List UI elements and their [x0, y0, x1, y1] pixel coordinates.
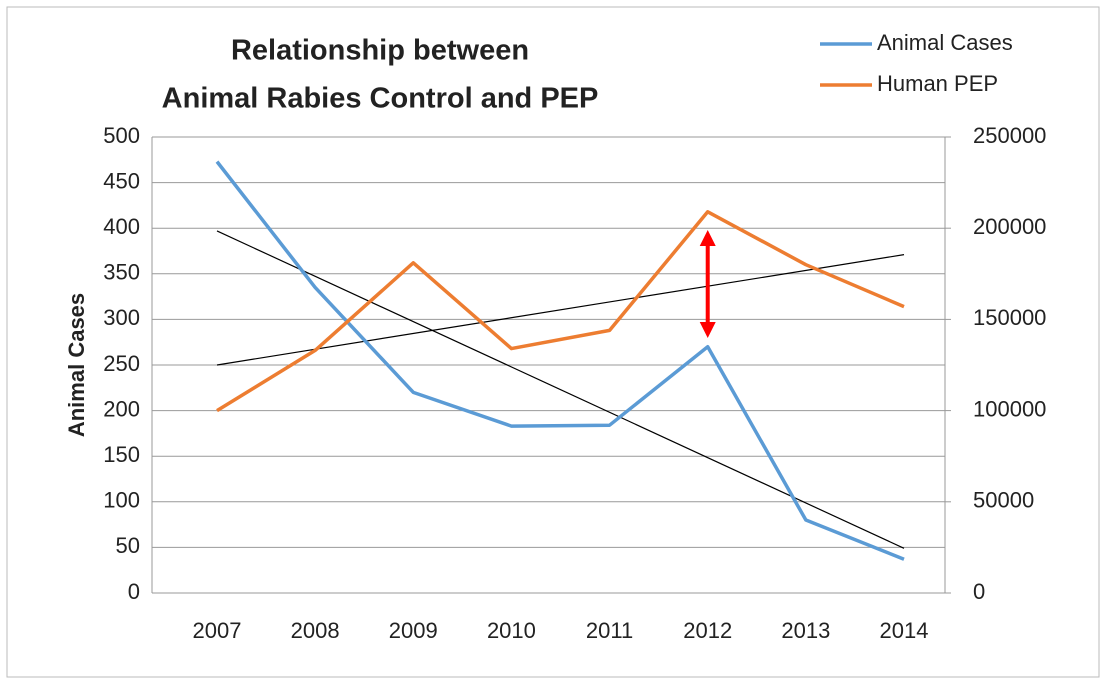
series-line	[216, 210, 905, 413]
y-tick-label: 200	[103, 396, 140, 421]
x-tick-label: 2014	[880, 618, 929, 643]
y2-tick-label: 150000	[973, 305, 1046, 330]
trendline	[216, 254, 905, 366]
y-tick-label: 150	[103, 442, 140, 467]
legend-label: Human PEP	[877, 71, 998, 96]
x-tick-label: 2009	[389, 618, 438, 643]
y2-tick-label: 250000	[973, 123, 1046, 148]
y-axis-label: Animal Cases	[64, 293, 89, 437]
legend-label: Animal Cases	[877, 30, 1013, 55]
y2-tick-label: 200000	[973, 214, 1046, 239]
trendline	[216, 230, 905, 549]
y2-tick-label: 50000	[973, 488, 1034, 513]
x-tick-label: 2010	[487, 618, 536, 643]
y2-tick-label: 100000	[973, 396, 1046, 421]
y-tick-label: 350	[103, 260, 140, 285]
y-tick-label: 400	[103, 214, 140, 239]
y-tick-label: 50	[116, 533, 140, 558]
y2-tick-label: 0	[973, 579, 985, 604]
arrow-head	[699, 230, 716, 246]
y-tick-label: 100	[103, 488, 140, 513]
chart-title: Animal Rabies Control and PEP	[162, 83, 599, 115]
y-tick-label: 300	[103, 305, 140, 330]
x-tick-label: 2007	[193, 618, 242, 643]
y-tick-label: 0	[128, 579, 140, 604]
chart-title: Relationship between	[231, 35, 529, 67]
x-tick-label: 2011	[586, 618, 633, 643]
y-tick-label: 450	[103, 168, 140, 193]
x-tick-label: 2013	[781, 618, 830, 643]
arrow-head	[699, 322, 716, 338]
x-tick-label: 2008	[291, 618, 340, 643]
x-tick-label: 2012	[683, 618, 732, 643]
y-tick-label: 500	[103, 123, 140, 148]
series-line	[215, 160, 905, 561]
y-tick-label: 250	[103, 351, 140, 376]
